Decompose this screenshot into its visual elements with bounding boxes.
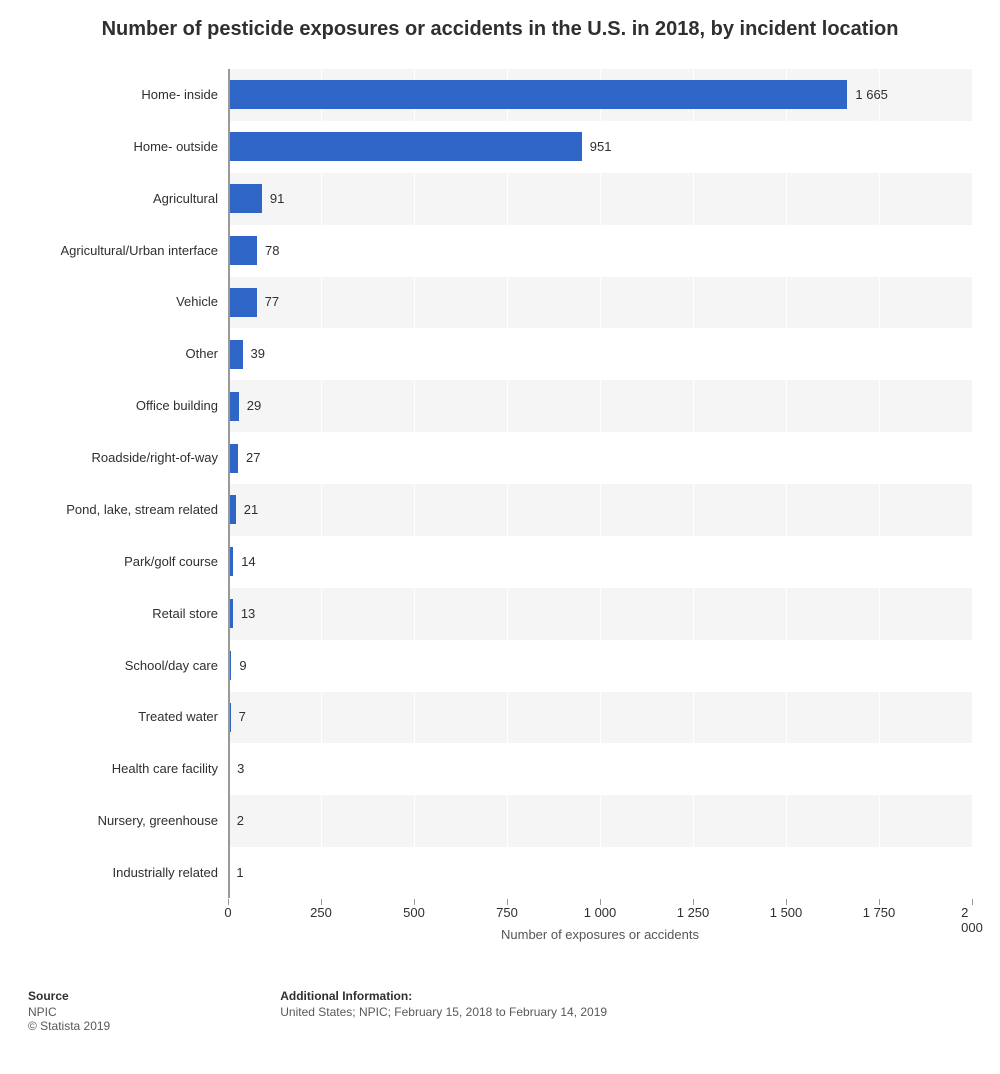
category-label: Industrially related: [28, 865, 218, 880]
bar-value-label: 27: [246, 450, 260, 465]
category-label: Treated water: [28, 709, 218, 724]
source-copyright: © Statista 2019: [28, 1019, 110, 1033]
category-label: Pond, lake, stream related: [28, 502, 218, 517]
chart-footer: Source NPIC © Statista 2019 Additional I…: [28, 989, 972, 1033]
x-tick-label: 250: [310, 905, 332, 920]
source-heading: Source: [28, 989, 110, 1003]
category-label: Agricultural/Urban interface: [28, 243, 218, 258]
grid-line: [972, 69, 973, 898]
category-label: Home- outside: [28, 139, 218, 154]
y-axis: [228, 69, 230, 898]
category-label: School/day care: [28, 658, 218, 673]
bar-value-label: 13: [241, 606, 255, 621]
bar-value-label: 39: [251, 346, 265, 361]
x-tick-label: 1 750: [863, 905, 896, 920]
info-block: Additional Information: United States; N…: [280, 989, 607, 1033]
bar-value-label: 9: [239, 658, 246, 673]
category-label: Vehicle: [28, 294, 218, 309]
bar: [228, 184, 262, 213]
plot-region: 1 66595191787739292721141397321: [228, 69, 972, 899]
category-label: Office building: [28, 398, 218, 413]
category-label: Roadside/right-of-way: [28, 450, 218, 465]
bar-value-label: 3: [237, 761, 244, 776]
bar-value-label: 1 665: [855, 87, 888, 102]
category-label: Park/golf course: [28, 554, 218, 569]
bar: [228, 80, 847, 109]
bar: [228, 340, 243, 369]
x-axis-label: Number of exposures or accidents: [228, 927, 972, 942]
bar: [228, 236, 257, 265]
chart-area: 1 66595191787739292721141397321 Home- in…: [28, 69, 972, 949]
info-heading: Additional Information:: [280, 989, 607, 1003]
bar-value-label: 78: [265, 243, 279, 258]
bar-value-label: 7: [239, 709, 246, 724]
category-label: Retail store: [28, 606, 218, 621]
x-tick-label: 750: [496, 905, 518, 920]
bar-value-label: 21: [244, 502, 258, 517]
x-tick-label: 0: [224, 905, 231, 920]
x-tick-label: 1 500: [770, 905, 803, 920]
bar-value-label: 14: [241, 554, 255, 569]
category-label: Nursery, greenhouse: [28, 813, 218, 828]
x-axis-ticks: 02505007501 0001 2501 5001 7502 000: [228, 905, 972, 925]
source-block: Source NPIC © Statista 2019: [28, 989, 110, 1033]
bar: [228, 288, 257, 317]
bar-value-label: 91: [270, 191, 284, 206]
chart-title: Number of pesticide exposures or acciden…: [28, 18, 972, 41]
bar-value-label: 2: [237, 813, 244, 828]
bar: [228, 132, 582, 161]
category-label: Home- inside: [28, 87, 218, 102]
x-tick-label: 500: [403, 905, 425, 920]
category-label: Other: [28, 346, 218, 361]
bar-value-label: 1: [236, 865, 243, 880]
bar-value-label: 951: [590, 139, 612, 154]
category-label: Health care facility: [28, 761, 218, 776]
info-line: United States; NPIC; February 15, 2018 t…: [280, 1005, 607, 1019]
x-tick-label: 1 250: [677, 905, 710, 920]
source-npic: NPIC: [28, 1005, 110, 1019]
category-label: Agricultural: [28, 191, 218, 206]
bar-value-label: 29: [247, 398, 261, 413]
x-tick-label: 1 000: [584, 905, 617, 920]
bar-value-label: 77: [265, 294, 279, 309]
